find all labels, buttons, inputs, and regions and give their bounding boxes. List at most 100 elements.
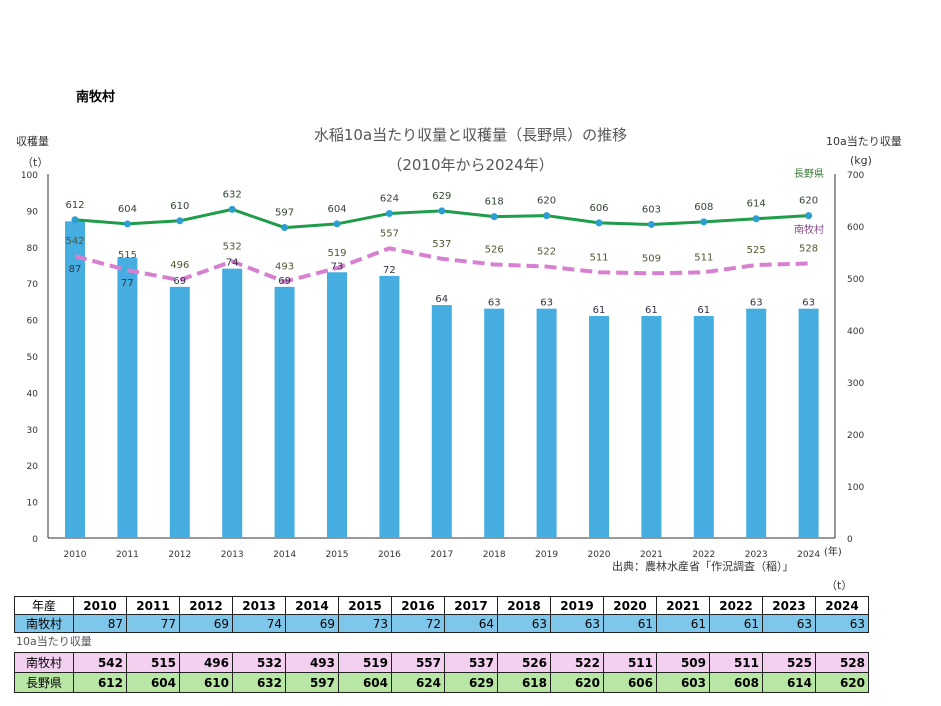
prefecture-data-label: 612 <box>65 200 84 211</box>
source-note: 出典：農林水産省「作況調査（稲）」 <box>612 560 794 573</box>
table-cell: 63 <box>762 614 816 633</box>
prefecture-data-label: 608 <box>694 202 713 213</box>
table-cell: 537 <box>444 652 498 673</box>
bar-harvest <box>379 275 400 538</box>
table-cell: 2012 <box>179 596 233 615</box>
x-tick-label: 2015 <box>326 550 349 560</box>
prefecture-point <box>228 205 236 213</box>
table-cell: 629 <box>444 672 498 693</box>
x-tick-label: 2014 <box>273 550 296 560</box>
table-cell: 493 <box>285 652 339 673</box>
prefecture-point <box>805 212 813 220</box>
table-cell: 63 <box>815 614 869 633</box>
bar-harvest <box>169 286 190 538</box>
x-tick-label: 2024 <box>797 550 820 560</box>
table-cell: 77 <box>126 614 180 633</box>
bar-harvest <box>327 272 347 538</box>
prefecture-point <box>595 219 603 227</box>
table-cell: 610 <box>179 672 233 693</box>
left-tick-label: 100 <box>21 171 38 181</box>
bar-data-label: 63 <box>488 298 501 309</box>
village-data-label: 522 <box>537 247 556 258</box>
prefecture-point <box>385 210 393 218</box>
table-cell: 525 <box>762 652 816 673</box>
table-cell: 2015 <box>338 596 392 615</box>
legend-prefecture: 長野県 <box>794 168 824 180</box>
right-tick-label: 600 <box>847 223 864 233</box>
table-cell: 69 <box>179 614 233 633</box>
line-village <box>74 246 809 284</box>
x-tick-label: 2010 <box>64 550 87 560</box>
table-cell: 2017 <box>444 596 498 615</box>
left-tick-label: 70 <box>27 280 39 290</box>
table-cell: 511 <box>603 652 657 673</box>
prefecture-data-label: 603 <box>642 204 661 215</box>
x-tick-label: 2023 <box>745 550 768 560</box>
table-cell: 74 <box>232 614 286 633</box>
left-axis-label: 収穫量 <box>16 135 49 148</box>
x-tick-label: 2013 <box>221 550 244 560</box>
table-cell: 604 <box>126 672 180 693</box>
prefecture-point <box>543 212 551 220</box>
prefecture-data-label: 620 <box>799 196 818 207</box>
village-data-label: 557 <box>380 228 399 239</box>
left-tick-label: 40 <box>27 389 39 399</box>
table-cell: 532 <box>232 652 286 673</box>
table-cell: 69 <box>285 614 339 633</box>
bar-data-label: 69 <box>173 276 186 287</box>
prefecture-data-label: 618 <box>485 197 504 208</box>
prefecture-data-label: 624 <box>380 194 399 205</box>
bar-data-label: 87 <box>69 264 82 275</box>
bar-harvest <box>484 308 505 538</box>
village-data-label: 511 <box>589 252 608 263</box>
prefecture-point <box>333 220 341 228</box>
bar-data-label: 77 <box>121 278 134 289</box>
bar-data-label: 63 <box>802 298 815 309</box>
right-tick-label: 100 <box>847 483 864 493</box>
chart-title: 水稲10a当たり収量と収穫量（長野県）の推移 <box>313 126 628 144</box>
table-cell: 509 <box>656 652 710 673</box>
prefecture-data-label: 597 <box>275 208 294 219</box>
left-tick-label: 30 <box>27 426 39 436</box>
prefecture-data-label: 606 <box>589 203 608 214</box>
chart-subtitle: （2010年から2024年） <box>387 156 554 174</box>
bar-harvest <box>746 308 767 538</box>
prefecture-point <box>123 220 131 228</box>
prefecture-point <box>647 220 655 228</box>
right-tick-label: 500 <box>847 275 864 285</box>
yield-caption: 10a当たり収量 <box>16 635 92 648</box>
table-cell: 61 <box>709 614 763 633</box>
right-tick-label: 300 <box>847 379 864 389</box>
village-heading: 南牧村 <box>76 90 116 105</box>
village-data-label: 542 <box>65 236 84 247</box>
x-tick-label: 2019 <box>535 550 558 560</box>
table-cell: 496 <box>179 652 233 673</box>
right-tick-label: 0 <box>847 535 853 545</box>
table-cell: 2014 <box>285 596 339 615</box>
table-cell: 603 <box>656 672 710 693</box>
harvest-table: 年産 2010 2011 2012 2013 2014 2015 2016 2017 2018 20… <box>14 596 869 633</box>
table-cell: 614 <box>762 672 816 693</box>
prefecture-data-label: 620 <box>537 196 556 207</box>
bar-harvest <box>117 257 138 538</box>
bar-data-label: 74 <box>226 258 239 269</box>
table-cell: 2013 <box>232 596 286 615</box>
left-axis-unit: （t） <box>22 156 49 169</box>
table-cell: 624 <box>391 672 445 693</box>
prefecture-data-label: 610 <box>170 201 189 212</box>
table-cell: 2022 <box>709 596 763 615</box>
bar-data-label: 61 <box>593 305 606 316</box>
village-data-label: 509 <box>642 253 661 264</box>
table-cell: 528 <box>815 652 869 673</box>
table-cell: 608 <box>709 672 763 693</box>
table-cell: 597 <box>285 672 339 693</box>
table-cell: 2024 <box>815 596 869 615</box>
bar-harvest <box>222 268 243 538</box>
left-tick-label: 50 <box>27 353 39 363</box>
table-cell: 606 <box>603 672 657 693</box>
table-unit: （t） <box>826 579 853 592</box>
prefecture-data-label: 629 <box>432 191 451 202</box>
prefecture-point <box>438 207 446 215</box>
x-tick-label: 2018 <box>483 550 506 560</box>
prefecture-data-label: 604 <box>327 204 346 215</box>
